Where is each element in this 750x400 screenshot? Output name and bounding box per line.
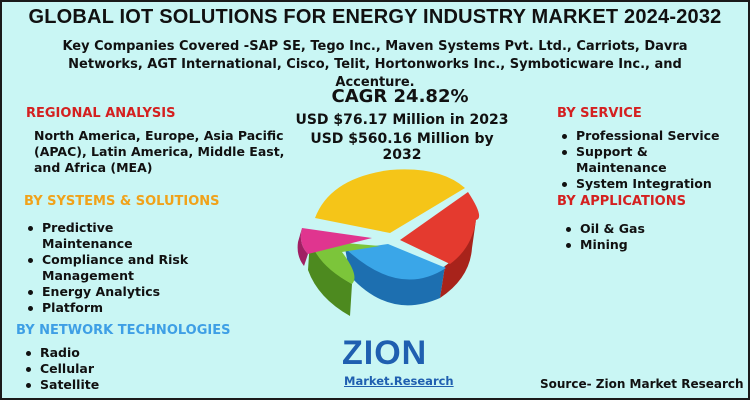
- list-item: Compliance and Risk Management: [26, 252, 206, 284]
- pie-side-green: [308, 240, 352, 316]
- list-item: System Integration: [560, 176, 740, 192]
- regional-analysis-heading: REGIONAL ANALYSIS: [26, 106, 176, 121]
- page-title: GLOBAL IOT SOLUTIONS FOR ENERGY INDUSTRY…: [28, 6, 722, 28]
- pie-slice-red: [400, 192, 480, 264]
- pie-side-red: [440, 220, 476, 298]
- list-item: Oil & Gas: [564, 221, 704, 237]
- list-item: Radio: [24, 345, 174, 361]
- logo-wordmark: ZION: [342, 334, 428, 372]
- market-value-2023: USD $76.17 Million in 2023: [295, 112, 509, 128]
- service-heading: BY SERVICE: [557, 106, 642, 121]
- list-item: Support & Maintenance: [560, 144, 740, 176]
- cagr-value: CAGR 24.82%: [331, 86, 469, 107]
- list-item: Predictive Maintenance: [26, 220, 206, 252]
- network-technologies-heading: BY NETWORK TECHNOLOGIES: [16, 323, 231, 338]
- service-list: Professional Service Support & Maintenan…: [560, 128, 740, 192]
- list-item: Cellular: [24, 361, 174, 377]
- list-item: Energy Analytics: [26, 284, 206, 300]
- list-item: Professional Service: [560, 128, 740, 144]
- market-value-2032: USD $560.16 Million by 2032: [310, 131, 494, 163]
- pie-side-magenta: [297, 228, 308, 266]
- logo-subtitle: Market.Research: [344, 374, 454, 388]
- applications-heading: BY APPLICATIONS: [557, 194, 686, 209]
- applications-list: Oil & Gas Mining: [564, 221, 704, 253]
- zion-logo: ZION Market.Research: [330, 334, 454, 394]
- pie-slice-magenta: [300, 228, 372, 254]
- list-item: Satellite: [24, 377, 174, 393]
- systems-solutions-heading: BY SYSTEMS & SOLUTIONS: [24, 194, 220, 209]
- pie-chart-graphic: [297, 169, 480, 316]
- list-item: Platform: [26, 300, 206, 316]
- pie-slice-green: [310, 240, 380, 284]
- source-credit: Source- Zion Market Research: [540, 377, 744, 391]
- pie-slice-yellow: [315, 169, 465, 233]
- key-companies-text: Key Companies Covered -SAP SE, Tego Inc.…: [62, 39, 688, 90]
- systems-solutions-list: Predictive Maintenance Compliance and Ri…: [26, 220, 206, 316]
- regional-analysis-text: North America, Europe, Asia Pacific (APA…: [34, 128, 285, 175]
- network-technologies-list: Radio Cellular Satellite: [24, 345, 174, 393]
- pie-slice-blue: [347, 244, 446, 280]
- list-item: Mining: [564, 237, 704, 253]
